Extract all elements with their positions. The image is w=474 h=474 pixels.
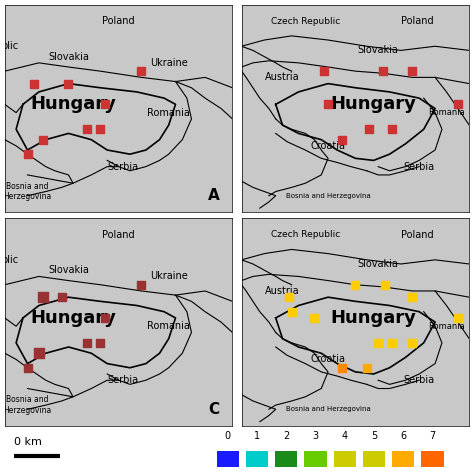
Text: Hungary: Hungary bbox=[331, 95, 417, 113]
Text: A: A bbox=[209, 188, 220, 203]
Text: Serbia: Serbia bbox=[108, 375, 139, 385]
Point bbox=[454, 100, 462, 108]
Text: Czech Republic: Czech Republic bbox=[271, 230, 340, 239]
Text: 4: 4 bbox=[342, 431, 348, 441]
Bar bbox=[275, 451, 297, 467]
Point bbox=[365, 126, 373, 133]
Text: Hungary: Hungary bbox=[30, 309, 116, 327]
Text: Romania: Romania bbox=[428, 108, 465, 117]
Point bbox=[30, 80, 38, 87]
Text: 1: 1 bbox=[254, 431, 260, 441]
Point bbox=[454, 314, 462, 322]
Bar bbox=[363, 451, 385, 467]
Text: 6: 6 bbox=[400, 431, 406, 441]
Point bbox=[24, 150, 31, 158]
Point bbox=[137, 281, 145, 289]
Point bbox=[83, 339, 91, 346]
Text: Romania: Romania bbox=[147, 321, 190, 331]
Point bbox=[101, 100, 109, 108]
Point bbox=[338, 364, 346, 372]
Text: Romania: Romania bbox=[428, 322, 465, 331]
Text: 2: 2 bbox=[283, 431, 289, 441]
Text: Poland: Poland bbox=[401, 230, 433, 240]
Text: 7: 7 bbox=[429, 431, 436, 441]
Point bbox=[285, 293, 293, 301]
Text: Poland: Poland bbox=[102, 230, 135, 240]
Text: blic: blic bbox=[1, 255, 18, 265]
Text: Serbia: Serbia bbox=[108, 162, 139, 172]
Bar bbox=[334, 451, 356, 467]
Text: Poland: Poland bbox=[401, 16, 433, 27]
Bar bbox=[217, 451, 239, 467]
Text: Croatia: Croatia bbox=[310, 355, 346, 365]
Text: Hungary: Hungary bbox=[331, 309, 417, 327]
Point bbox=[310, 314, 318, 322]
Text: Bosnia and
Herzegovina: Bosnia and Herzegovina bbox=[3, 395, 52, 415]
Text: Bosnia and Herzegovina: Bosnia and Herzegovina bbox=[286, 193, 371, 199]
Text: Poland: Poland bbox=[102, 16, 135, 27]
Text: Romania: Romania bbox=[147, 108, 190, 118]
Point bbox=[409, 293, 416, 301]
Text: Serbia: Serbia bbox=[403, 162, 435, 172]
Point bbox=[388, 126, 396, 133]
Point bbox=[101, 314, 109, 322]
Point bbox=[97, 126, 104, 133]
Text: Ukraine: Ukraine bbox=[150, 58, 188, 68]
Point bbox=[58, 293, 65, 301]
Text: Croatia: Croatia bbox=[310, 141, 346, 151]
Text: Hungary: Hungary bbox=[30, 95, 116, 113]
Point bbox=[381, 281, 389, 289]
Point bbox=[409, 67, 416, 75]
Point bbox=[363, 364, 371, 372]
Point bbox=[288, 308, 295, 316]
Text: Slovakia: Slovakia bbox=[48, 52, 89, 62]
Point bbox=[83, 126, 91, 133]
Point bbox=[35, 349, 43, 357]
Bar bbox=[421, 451, 444, 467]
Text: Bosnia and Herzegovina: Bosnia and Herzegovina bbox=[286, 406, 371, 412]
Point bbox=[24, 364, 31, 372]
Point bbox=[324, 100, 332, 108]
Point bbox=[97, 339, 104, 346]
Text: Czech Republic: Czech Republic bbox=[271, 17, 340, 26]
Point bbox=[388, 339, 396, 346]
Bar bbox=[246, 451, 268, 467]
Point bbox=[409, 339, 416, 346]
Text: Bosnia and
Herzegovina: Bosnia and Herzegovina bbox=[3, 182, 52, 201]
Point bbox=[40, 136, 47, 144]
Text: Austria: Austria bbox=[265, 286, 300, 296]
Text: 3: 3 bbox=[312, 431, 319, 441]
Point bbox=[40, 293, 47, 301]
Point bbox=[379, 67, 386, 75]
Point bbox=[320, 67, 328, 75]
Bar bbox=[392, 451, 414, 467]
Text: Slovakia: Slovakia bbox=[358, 259, 399, 269]
Text: Ukraine: Ukraine bbox=[150, 272, 188, 282]
Text: Serbia: Serbia bbox=[403, 375, 435, 385]
Point bbox=[137, 67, 145, 75]
Text: Austria: Austria bbox=[265, 73, 300, 82]
Point bbox=[374, 339, 382, 346]
Text: 0 km: 0 km bbox=[14, 438, 42, 447]
Bar bbox=[304, 451, 327, 467]
Text: blic: blic bbox=[1, 41, 18, 51]
Text: C: C bbox=[209, 402, 220, 417]
Text: 0: 0 bbox=[225, 431, 231, 441]
Text: 5: 5 bbox=[371, 431, 377, 441]
Text: Slovakia: Slovakia bbox=[358, 46, 399, 55]
Point bbox=[338, 136, 346, 144]
Point bbox=[352, 281, 359, 289]
Point bbox=[65, 80, 73, 87]
Text: Slovakia: Slovakia bbox=[48, 265, 89, 275]
